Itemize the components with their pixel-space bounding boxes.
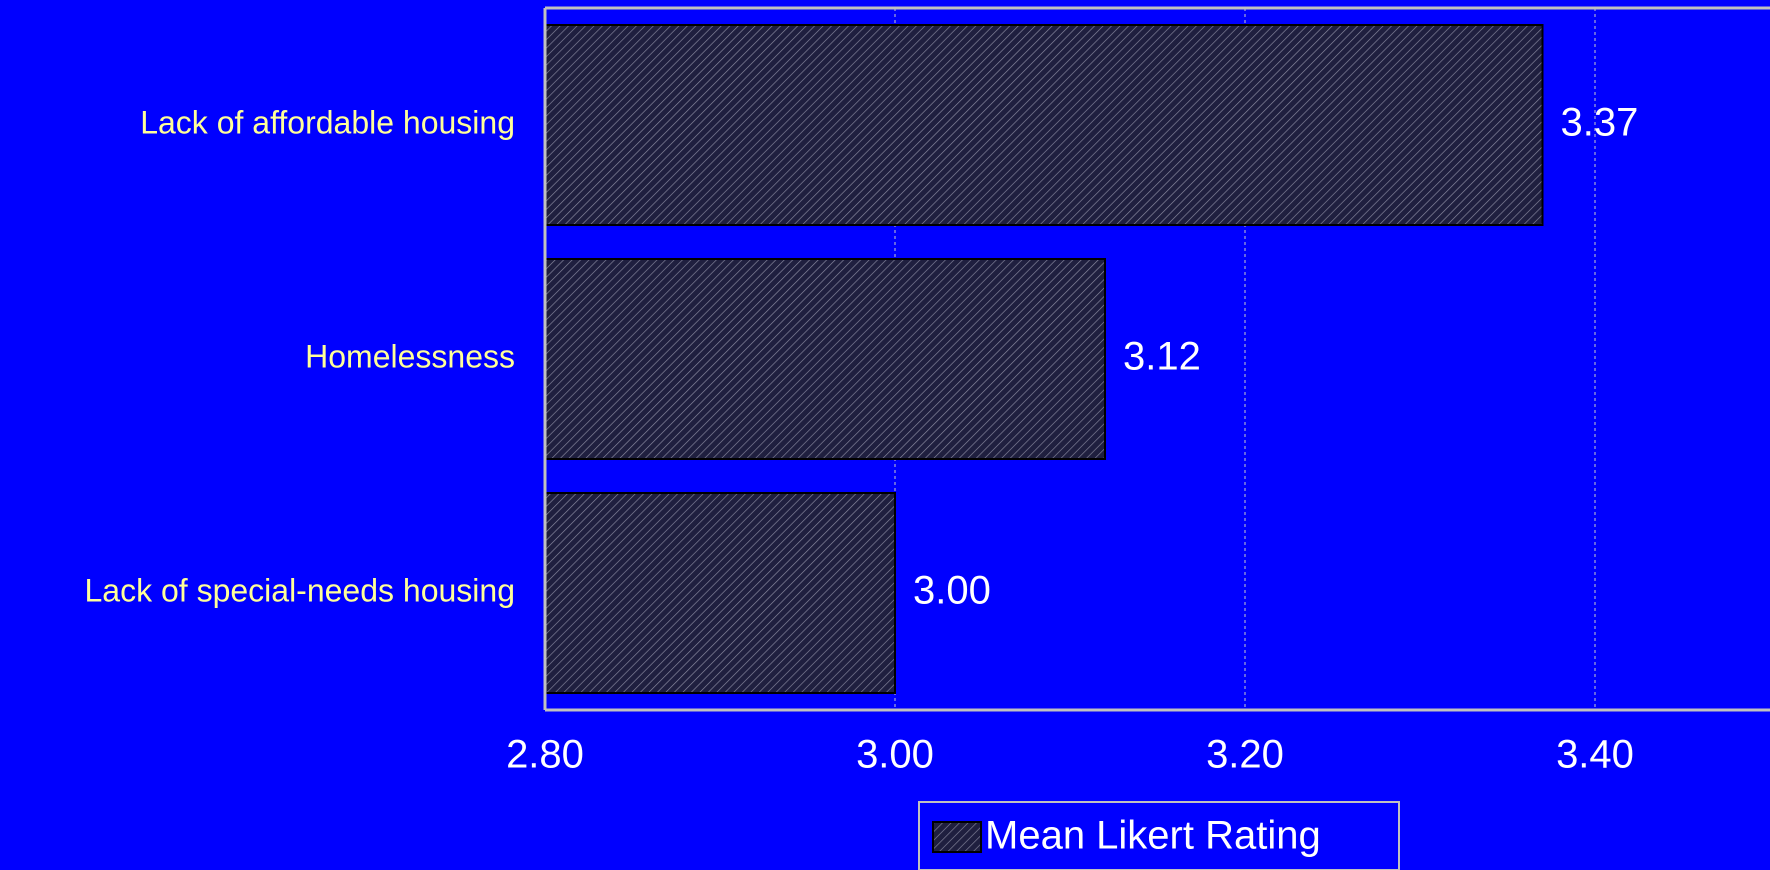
legend-box — [918, 801, 1400, 870]
x-tick-label: 3.20 — [1206, 733, 1284, 777]
axes — [543, 6, 1770, 712]
category-label: Lack of affordable housing — [140, 104, 515, 140]
category-label: Homelessness — [305, 338, 515, 374]
legend: Mean Likert Rating — [918, 801, 1400, 870]
bar — [544, 492, 896, 694]
data-label: 3.12 — [1123, 335, 1201, 379]
x-tick-label: 3.00 — [856, 733, 934, 777]
bar — [544, 24, 1544, 226]
legend-swatch — [932, 821, 982, 853]
x-tick-label: 3.40 — [1556, 733, 1634, 777]
legend-label: Mean Likert Rating — [985, 814, 1321, 858]
category-label: Lack of special-needs housing — [85, 572, 516, 608]
labels: Lack of affordable housing 3.37 Homelessne… — [85, 101, 1639, 777]
data-label: 3.37 — [1561, 101, 1639, 145]
bar — [544, 258, 1106, 460]
x-tick-label: 2.80 — [506, 733, 584, 777]
data-label: 3.00 — [913, 569, 991, 613]
bars — [544, 24, 1544, 694]
